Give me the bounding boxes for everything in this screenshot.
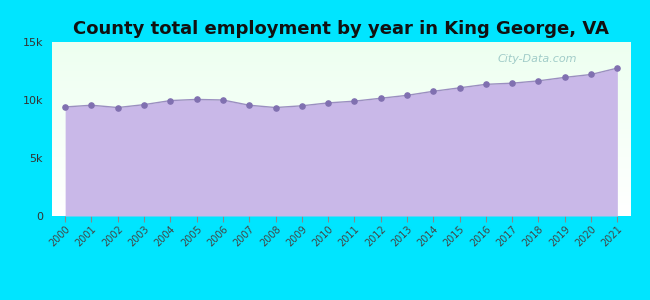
Point xyxy=(586,72,596,77)
Point xyxy=(218,98,228,102)
Point xyxy=(376,96,386,101)
Title: County total employment by year in King George, VA: County total employment by year in King … xyxy=(73,20,609,38)
Point xyxy=(507,81,517,85)
Point xyxy=(454,85,465,90)
Point xyxy=(428,89,439,94)
Point xyxy=(402,93,412,98)
Point xyxy=(165,98,176,103)
Point xyxy=(139,102,150,107)
Point xyxy=(86,103,97,108)
Point xyxy=(533,79,543,83)
Point xyxy=(349,99,359,103)
Point xyxy=(612,66,623,70)
Point xyxy=(323,100,333,105)
Point xyxy=(296,103,307,108)
Point xyxy=(270,105,281,110)
Point xyxy=(112,105,123,110)
Point xyxy=(481,82,491,87)
Point xyxy=(244,103,254,108)
Text: City-Data.com: City-Data.com xyxy=(497,54,577,64)
Point xyxy=(191,97,202,102)
Point xyxy=(60,105,70,110)
Point xyxy=(560,75,570,80)
